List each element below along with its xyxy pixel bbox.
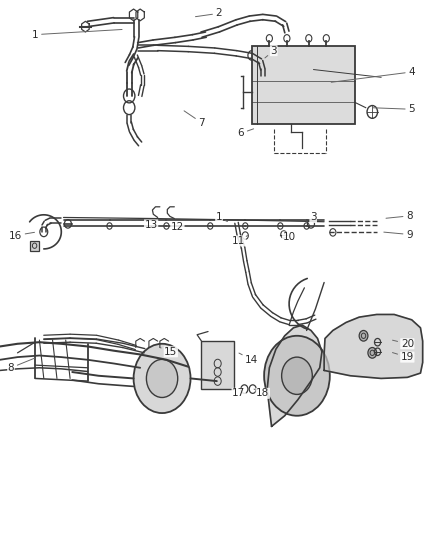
Text: 1: 1 (215, 213, 227, 222)
Text: 7: 7 (184, 111, 205, 127)
Text: 18: 18 (254, 389, 269, 398)
Polygon shape (267, 325, 322, 426)
FancyBboxPatch shape (252, 46, 355, 124)
Text: 16: 16 (9, 231, 35, 240)
Circle shape (264, 336, 330, 416)
Text: 3: 3 (307, 213, 317, 222)
Text: 1: 1 (32, 29, 122, 39)
Text: 19: 19 (392, 352, 414, 362)
Text: 2: 2 (195, 9, 223, 18)
Text: 5: 5 (373, 104, 415, 114)
Text: 8: 8 (386, 211, 413, 221)
Circle shape (282, 357, 312, 394)
Polygon shape (324, 314, 423, 378)
Text: 13: 13 (145, 220, 158, 230)
Text: 17: 17 (232, 389, 245, 398)
Text: 20: 20 (392, 339, 414, 349)
Text: 4: 4 (331, 67, 415, 82)
Text: 12: 12 (171, 222, 184, 231)
Text: 10: 10 (283, 232, 296, 242)
FancyBboxPatch shape (30, 241, 39, 251)
Text: 11: 11 (232, 236, 247, 246)
Text: 14: 14 (239, 353, 258, 365)
Text: 8: 8 (7, 358, 35, 373)
Circle shape (146, 359, 178, 398)
Text: 15: 15 (160, 347, 177, 357)
FancyBboxPatch shape (201, 341, 234, 389)
Text: 3: 3 (265, 46, 277, 58)
Circle shape (368, 348, 377, 358)
Text: 9: 9 (384, 230, 413, 239)
Text: 6: 6 (237, 128, 254, 138)
Circle shape (134, 344, 191, 413)
Circle shape (359, 330, 368, 341)
